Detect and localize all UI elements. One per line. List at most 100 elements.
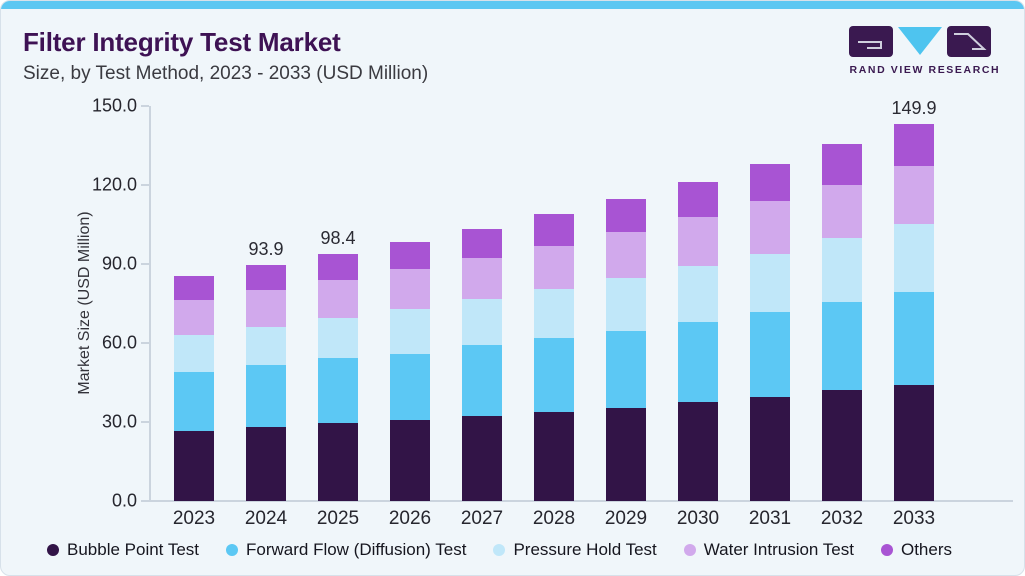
bar-total-label: 93.9 xyxy=(248,239,284,260)
bar-2026-pressure-hold-test xyxy=(390,308,430,354)
x-tick-label: 2031 xyxy=(748,508,792,529)
bar-2031-bubble-point-test xyxy=(750,396,790,501)
page-title: Filter Integrity Test Market xyxy=(23,27,341,57)
bar-2033-others xyxy=(894,123,934,167)
bar-2033-bubble-point-test xyxy=(894,384,934,501)
bar-2031-others xyxy=(750,163,790,202)
bar-2028-pressure-hold-test xyxy=(534,289,574,338)
legend-item: Bubble Point Test xyxy=(47,540,199,560)
bar-2032-bubble-point-test xyxy=(822,390,862,501)
bar-2032-forward-flow-diffusion-test xyxy=(822,301,862,391)
legend-swatch-icon xyxy=(683,544,696,556)
x-tick-label: 2025 xyxy=(316,508,360,529)
x-tick-label: 2028 xyxy=(532,508,576,529)
bar-2030-others xyxy=(678,181,718,217)
y-axis-title: Market Size (USD Million) xyxy=(76,211,93,395)
x-tick-label: 2033 xyxy=(892,508,936,529)
x-axis-line xyxy=(149,500,1013,502)
page-subtitle: Size, by Test Method, 2023 - 2033 (USD M… xyxy=(23,63,429,84)
grand-view-research-logo: GRAND VIEW RESEARCH xyxy=(848,26,1000,76)
x-tick-label: 2029 xyxy=(604,508,648,529)
y-tick-mark xyxy=(141,263,149,265)
logo-r-block xyxy=(947,26,991,57)
bar-2031-pressure-hold-test xyxy=(750,254,790,312)
bar-2027-bubble-point-test xyxy=(462,415,502,501)
bar-2026-others xyxy=(390,241,430,269)
logo-text: GRAND VIEW RESEARCH xyxy=(848,64,1000,76)
bar-2027-forward-flow-diffusion-test xyxy=(462,345,502,416)
y-tick-mark xyxy=(141,342,149,344)
bar-2029-others xyxy=(606,199,646,232)
y-tick-mark xyxy=(141,421,149,423)
bar-2029-water-intrusion-test xyxy=(606,231,646,278)
bar-total-label: 98.4 xyxy=(320,228,356,249)
bar-2030-water-intrusion-test xyxy=(678,216,718,266)
y-tick-label: 30.0 xyxy=(101,411,137,432)
bar-2029-bubble-point-test xyxy=(606,407,646,501)
bar-2024-pressure-hold-test xyxy=(246,326,286,366)
legend-item: Others xyxy=(880,540,953,560)
legend-label: Pressure Hold Test xyxy=(513,540,657,559)
bar-2033-pressure-hold-test xyxy=(894,224,934,292)
bar-2028-bubble-point-test xyxy=(534,411,574,501)
bar-2032-others xyxy=(822,144,862,185)
chart-legend: Bubble Point Test Forward Flow (Diffusion… xyxy=(47,540,952,560)
bar-2032-water-intrusion-test xyxy=(822,185,862,239)
x-tick-label: 2030 xyxy=(676,508,720,529)
bar-2023-pressure-hold-test xyxy=(174,335,214,372)
chart-header: Filter Integrity Test Market Size, by Te… xyxy=(23,27,428,85)
y-tick-mark xyxy=(141,184,149,186)
legend-item: Forward Flow (Diffusion) Test xyxy=(226,540,466,560)
y-tick-label: 0.0 xyxy=(111,490,137,511)
bar-2028-water-intrusion-test xyxy=(534,246,574,290)
bar-2027-water-intrusion-test xyxy=(462,258,502,300)
bar-2024-bubble-point-test xyxy=(246,427,286,501)
x-tick-label: 2023 xyxy=(172,508,216,529)
y-tick-mark xyxy=(141,105,149,107)
bar-2023-water-intrusion-test xyxy=(174,300,214,336)
y-tick-mark xyxy=(141,500,149,502)
bar-2031-forward-flow-diffusion-test xyxy=(750,311,790,397)
x-tick-label: 2032 xyxy=(820,508,864,529)
bar-2032-pressure-hold-test xyxy=(822,238,862,302)
bar-2029-forward-flow-diffusion-test xyxy=(606,330,646,408)
bar-2033-forward-flow-diffusion-test xyxy=(894,291,934,385)
bar-2030-bubble-point-test xyxy=(678,401,718,501)
bar-total-label: 149.9 xyxy=(891,97,937,118)
bar-2024-water-intrusion-test xyxy=(246,290,286,327)
bar-2025-others xyxy=(318,254,358,281)
bar-2024-others xyxy=(246,265,286,291)
bar-2025-forward-flow-diffusion-test xyxy=(318,358,358,424)
y-tick-label: 150.0 xyxy=(91,95,137,116)
bar-2028-others xyxy=(534,213,574,247)
x-tick-label: 2026 xyxy=(388,508,432,529)
x-tick-label: 2027 xyxy=(460,508,504,529)
y-tick-label: 120.0 xyxy=(91,174,137,195)
x-tick-label: 2024 xyxy=(244,508,288,529)
bar-2030-forward-flow-diffusion-test xyxy=(678,321,718,402)
legend-swatch-icon xyxy=(880,544,893,556)
logo-g-glyph xyxy=(858,41,882,49)
y-tick-label: 90.0 xyxy=(101,253,137,274)
bar-2027-others xyxy=(462,228,502,259)
logo-r-glyph xyxy=(954,33,987,50)
bar-2033-water-intrusion-test xyxy=(894,166,934,225)
legend-swatch-icon xyxy=(47,544,59,556)
legend-label: Forward Flow (Diffusion) Test xyxy=(246,540,467,559)
bar-2025-water-intrusion-test xyxy=(318,280,358,318)
legend-swatch-icon xyxy=(226,544,238,556)
legend-label: Water Intrusion Test xyxy=(703,540,854,559)
y-axis-line xyxy=(149,106,151,501)
bar-2023-others xyxy=(174,275,214,301)
bar-2030-pressure-hold-test xyxy=(678,265,718,322)
bar-2025-pressure-hold-test xyxy=(318,317,358,359)
legend-label: Bubble Point Test xyxy=(67,540,199,559)
legend-swatch-icon xyxy=(493,544,506,556)
bar-2031-water-intrusion-test xyxy=(750,201,790,255)
legend-label: Others xyxy=(900,540,953,559)
bar-2026-bubble-point-test xyxy=(390,420,430,501)
bar-2025-bubble-point-test xyxy=(318,423,358,501)
bar-2023-bubble-point-test xyxy=(174,430,214,501)
y-tick-label: 60.0 xyxy=(101,332,137,353)
